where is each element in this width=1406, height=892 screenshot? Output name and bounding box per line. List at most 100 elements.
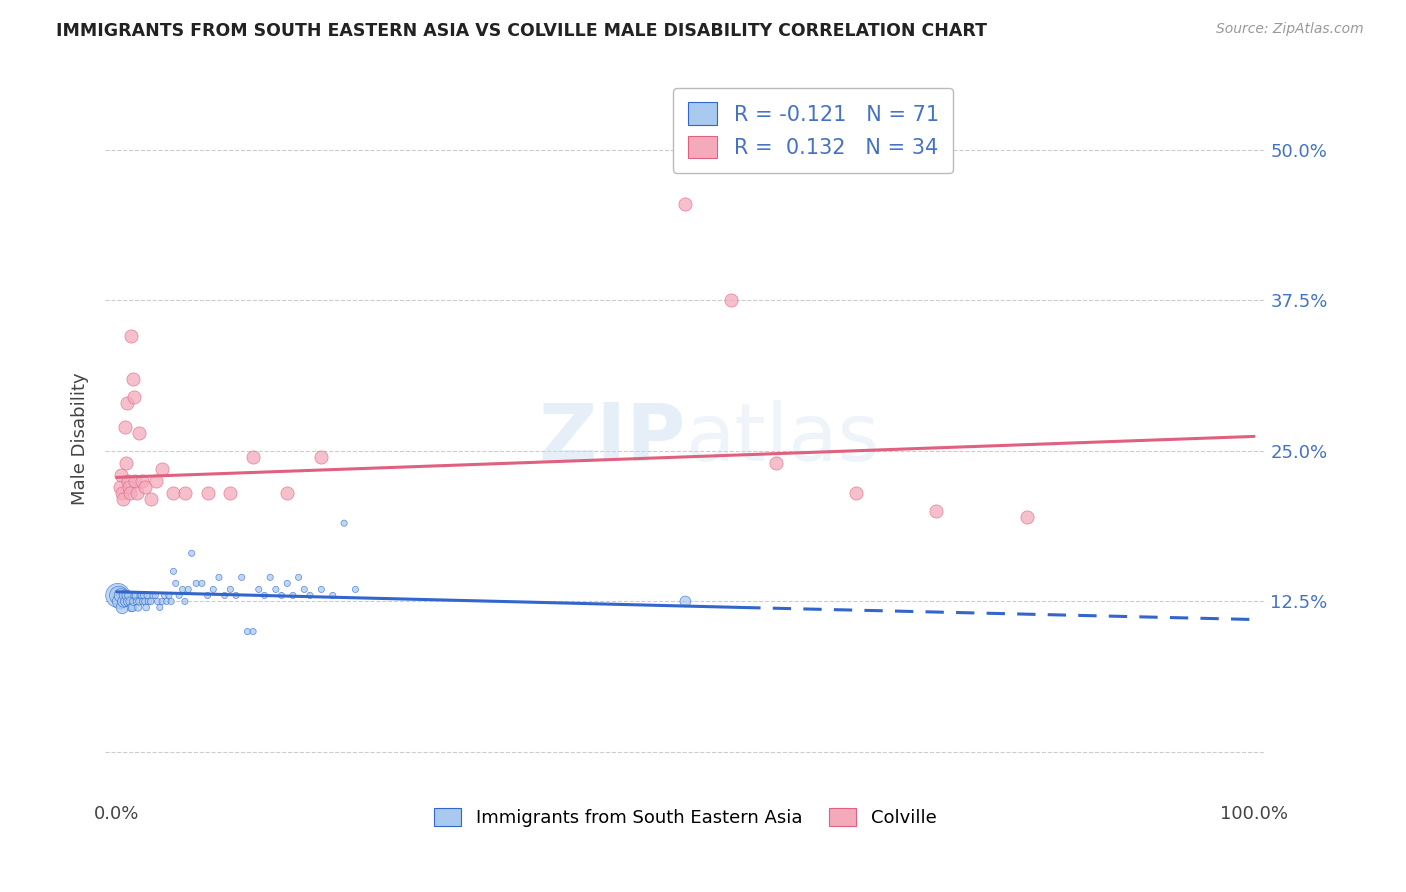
Point (298, 589, 321, 603)
Point (120, 600, 142, 615)
Point (720, 293, 742, 308)
Point (125, 589, 148, 603)
Point (132, 589, 155, 603)
Point (165, 576, 187, 591)
Point (142, 589, 165, 603)
Point (167, 589, 190, 603)
Point (110, 589, 132, 603)
Point (108, 589, 131, 603)
Point (845, 486, 868, 500)
Point (276, 576, 298, 591)
Point (134, 480, 156, 494)
Point (344, 582, 367, 597)
Point (180, 546, 202, 560)
Point (225, 589, 247, 603)
Point (292, 582, 315, 597)
Point (125, 594, 148, 608)
Point (173, 594, 195, 608)
Point (145, 474, 167, 488)
Point (108, 480, 131, 494)
Point (111, 600, 134, 615)
Text: atlas: atlas (685, 400, 880, 478)
Point (108, 594, 131, 608)
Point (139, 491, 162, 506)
Point (149, 600, 172, 615)
Point (124, 589, 146, 603)
Point (219, 486, 242, 500)
Point (765, 456, 787, 470)
Point (322, 589, 344, 603)
Point (115, 589, 138, 603)
Point (122, 390, 145, 404)
Point (160, 594, 183, 608)
Point (156, 594, 179, 608)
Point (162, 565, 184, 579)
Point (150, 594, 173, 608)
Point (112, 491, 135, 506)
Point (162, 486, 184, 500)
Point (132, 594, 155, 608)
Point (191, 576, 214, 591)
Point (117, 594, 139, 608)
Point (247, 582, 270, 597)
Point (153, 589, 176, 603)
Point (112, 594, 135, 608)
Point (124, 474, 146, 488)
Point (219, 582, 242, 597)
Legend: Immigrants from South Eastern Asia, Colville: Immigrants from South Eastern Asia, Colv… (427, 801, 943, 835)
Point (138, 594, 160, 608)
Point (115, 395, 138, 409)
Point (208, 570, 231, 584)
Point (135, 600, 157, 615)
Text: ZIP: ZIP (538, 400, 685, 478)
Point (114, 589, 136, 603)
Point (120, 486, 142, 500)
Point (157, 589, 180, 603)
Point (139, 594, 162, 608)
Point (114, 594, 136, 608)
Point (214, 589, 236, 603)
Point (259, 570, 281, 584)
Point (146, 594, 169, 608)
Point (136, 589, 159, 603)
Point (127, 600, 149, 615)
Point (143, 589, 166, 603)
Point (173, 486, 195, 500)
Point (125, 486, 148, 500)
Point (117, 474, 139, 488)
Point (134, 594, 156, 608)
Point (311, 582, 333, 597)
Point (120, 594, 142, 608)
Point (236, 624, 259, 639)
Point (242, 624, 264, 639)
Point (673, 197, 696, 211)
Point (202, 582, 225, 597)
Text: IMMIGRANTS FROM SOUTH EASTERN ASIA VS COLVILLE MALE DISABILITY CORRELATION CHART: IMMIGRANTS FROM SOUTH EASTERN ASIA VS CO… (56, 22, 987, 40)
Point (118, 480, 141, 494)
Point (253, 589, 276, 603)
Point (129, 589, 152, 603)
Point (281, 589, 304, 603)
Point (128, 425, 150, 440)
Point (276, 486, 298, 500)
Point (264, 582, 287, 597)
Point (231, 570, 253, 584)
Point (121, 371, 143, 385)
Point (197, 589, 219, 603)
Point (311, 450, 333, 464)
Point (673, 594, 696, 608)
Point (131, 474, 153, 488)
Point (177, 582, 200, 597)
Point (333, 516, 356, 530)
Point (118, 589, 141, 603)
Point (114, 419, 136, 434)
Point (114, 456, 136, 470)
Point (150, 462, 173, 476)
Point (1015, 510, 1038, 524)
Point (242, 450, 264, 464)
Text: Source: ZipAtlas.com: Source: ZipAtlas.com (1216, 22, 1364, 37)
Point (107, 589, 129, 603)
Point (120, 329, 142, 343)
Point (186, 576, 208, 591)
Point (111, 486, 134, 500)
